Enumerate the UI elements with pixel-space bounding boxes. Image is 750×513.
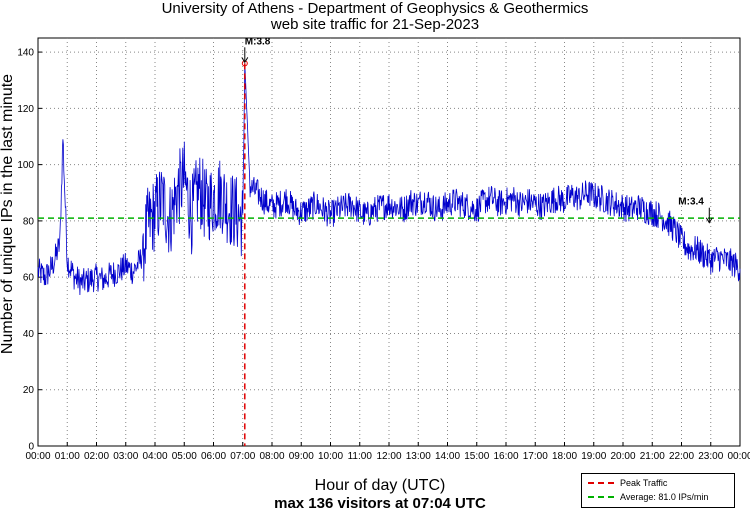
y-tick-label: 60 xyxy=(23,273,35,284)
chart-title: University of Athens - Department of Geo… xyxy=(161,0,589,17)
peak-summary: max 136 visitors at 07:04 UTC xyxy=(274,495,486,512)
legend-average-swatch xyxy=(588,496,614,498)
x-tick-label: 20:00 xyxy=(610,451,635,462)
x-tick-label: 18:00 xyxy=(552,451,577,462)
x-tick-label: 15:00 xyxy=(464,451,489,462)
x-axis-label: Hour of day (UTC) xyxy=(314,477,446,494)
x-tick-label: 02:00 xyxy=(84,451,109,462)
y-tick-label: 140 xyxy=(17,48,34,59)
y-tick-label: 40 xyxy=(23,329,35,340)
y-tick-label: 80 xyxy=(23,216,35,227)
x-tick-label: 12:00 xyxy=(376,451,401,462)
x-tick-label: 14:00 xyxy=(435,451,460,462)
x-tick-label: 05:00 xyxy=(172,451,197,462)
x-tick-label: 23:00 xyxy=(698,451,723,462)
x-tick-label: 21:00 xyxy=(640,451,665,462)
x-tick-label: 13:00 xyxy=(406,451,431,462)
y-tick-label: 20 xyxy=(23,385,35,396)
x-tick-label: 09:00 xyxy=(289,451,314,462)
y-tick-label: 0 xyxy=(28,442,34,453)
annotation-arrow-head xyxy=(705,217,713,224)
x-tick-label: 04:00 xyxy=(142,451,167,462)
x-tick-label: 11:00 xyxy=(348,451,373,462)
x-tick-label: 00:00 xyxy=(727,451,750,462)
quake-annotation: M:3.8 xyxy=(245,36,271,47)
x-tick-label: 06:00 xyxy=(201,451,226,462)
x-tick-label: 10:00 xyxy=(318,451,343,462)
x-tick-label: 01:00 xyxy=(55,451,80,462)
legend-average-label: Average: 81.0 IPs/min xyxy=(620,492,709,502)
x-tick-label: 00:00 xyxy=(25,451,50,462)
y-tick-label: 120 xyxy=(17,104,34,115)
legend-peak-label: Peak Traffic xyxy=(620,478,668,488)
annotation-arrow-head xyxy=(241,57,249,64)
x-tick-label: 22:00 xyxy=(669,451,694,462)
chart-subtitle: web site traffic for 21-Sep-2023 xyxy=(270,16,480,33)
legend: Peak Traffic Average: 81.0 IPs/min xyxy=(581,473,735,508)
x-tick-label: 19:00 xyxy=(581,451,606,462)
traffic-series-line xyxy=(37,63,741,296)
quake-annotation: M:3.4 xyxy=(678,197,704,208)
x-tick-label: 16:00 xyxy=(493,451,518,462)
legend-peak-swatch xyxy=(588,482,614,484)
legend-item-peak: Peak Traffic xyxy=(588,478,667,488)
x-tick-label: 07:00 xyxy=(230,451,255,462)
x-tick-label: 03:00 xyxy=(113,451,138,462)
x-tick-label: 17:00 xyxy=(523,451,548,462)
x-tick-label: 08:00 xyxy=(259,451,284,462)
legend-item-average: Average: 81.0 IPs/min xyxy=(588,492,708,502)
y-tick-label: 100 xyxy=(17,160,34,171)
